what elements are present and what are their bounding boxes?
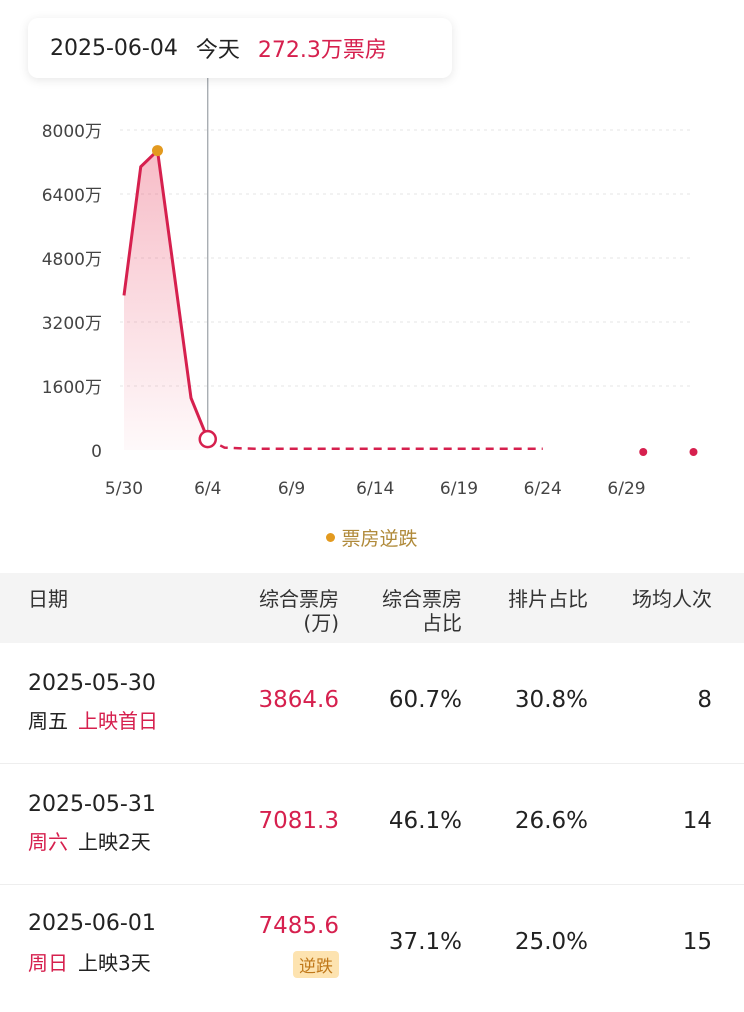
row-date: 2025-06-01 (28, 911, 156, 936)
row-box-office: 3864.6 (258, 687, 339, 713)
tail-point (689, 448, 698, 456)
row-box-share: 46.1% (388, 808, 462, 834)
y-tick-label: 8000万 (42, 122, 102, 142)
header-schedule-share: 排片占比 (508, 587, 588, 611)
y-tick-label: 0 (91, 442, 102, 462)
tooltip-value: 272.3万票房 (257, 38, 387, 63)
row-release-day: 上映首日 (78, 709, 158, 733)
row-schedule-share: 30.8% (514, 687, 588, 713)
header-box-office-line2: (万) (303, 611, 339, 635)
header-box-share-line1: 综合票房 (382, 587, 462, 611)
x-tick-label: 5/30 (105, 479, 143, 499)
chart-legend: 票房逆跌 (0, 524, 744, 551)
header-box-share-line2: 占比 (422, 611, 462, 635)
y-tick-label: 3200万 (42, 314, 102, 334)
box-office-chart[interactable]: 8000万 6400万 4800万 3200万 1600万 0 5/30 6/4 6/9 6/1… (0, 0, 744, 520)
series-line (122, 149, 210, 440)
row-date: 2025-05-31 (28, 792, 156, 817)
tooltip-date: 2025-06-04 (50, 35, 178, 61)
tooltip-day: 今天 (195, 38, 240, 63)
row-avg-attendance: 14 (682, 808, 712, 834)
row-schedule-share: 25.0% (514, 929, 588, 955)
table-row[interactable]: 2025-06-01 周日 上映3天 7485.6 逆跌 37.1% 25.0% … (0, 885, 744, 1005)
row-weekday: 周六 (28, 830, 68, 854)
x-tick-label: 6/14 (356, 479, 394, 499)
y-tick-label: 1600万 (42, 378, 102, 398)
row-subtitle: 周五 上映首日 (28, 705, 158, 734)
header-box-office-line1: 综合票房 (259, 587, 339, 611)
legend-label: 票房逆跌 (341, 528, 418, 550)
table-row[interactable]: 2025-05-30 周五 上映首日 3864.6 60.7% 30.8% 8 (0, 643, 744, 764)
header-box-share: 综合票房 占比 (382, 587, 462, 635)
row-schedule-share: 26.6% (514, 808, 588, 834)
table-header: 日期 综合票房 (万) 综合票房 占比 排片占比 场均人次 (0, 573, 744, 643)
x-tick-label: 6/4 (194, 479, 221, 499)
row-release-day: 上映2天 (78, 830, 151, 854)
y-tick-label: 4800万 (42, 250, 102, 270)
x-tick-label: 6/19 (440, 479, 478, 499)
row-box-share: 60.7% (388, 687, 462, 713)
row-weekday: 周五 (28, 709, 68, 733)
series-dashed-line (207, 437, 543, 451)
selected-point (198, 429, 217, 449)
row-avg-attendance: 8 (697, 687, 712, 713)
row-date: 2025-05-30 (28, 671, 156, 696)
row-weekday: 周日 (28, 951, 68, 975)
header-avg-attendance: 场均人次 (632, 587, 712, 611)
reverse-rise-badge: 逆跌 (293, 951, 339, 978)
row-box-office: 7081.3 (258, 808, 339, 834)
row-release-day: 上映3天 (78, 951, 151, 975)
table-row[interactable]: 2025-05-31 周六 上映2天 7081.3 46.1% 26.6% 14 (0, 764, 744, 885)
y-tick-label: 6400万 (42, 186, 102, 206)
row-subtitle: 周日 上映3天 (28, 947, 151, 976)
x-tick-label: 6/9 (278, 479, 305, 499)
header-box-office: 综合票房 (万) (259, 587, 339, 635)
x-tick-label: 6/29 (607, 479, 645, 499)
row-subtitle: 周六 上映2天 (28, 826, 151, 855)
row-box-office: 7485.6 (258, 913, 339, 939)
row-box-share: 37.1% (388, 929, 462, 955)
legend-dot-icon (326, 533, 336, 542)
reverse-rise-point (152, 145, 163, 157)
tail-point (639, 448, 648, 456)
x-tick-label: 6/24 (524, 479, 562, 499)
row-avg-attendance: 15 (682, 929, 712, 955)
header-date: 日期 (28, 587, 68, 611)
chart-tooltip: 2025-06-04 今天 272.3万票房 (28, 18, 452, 78)
